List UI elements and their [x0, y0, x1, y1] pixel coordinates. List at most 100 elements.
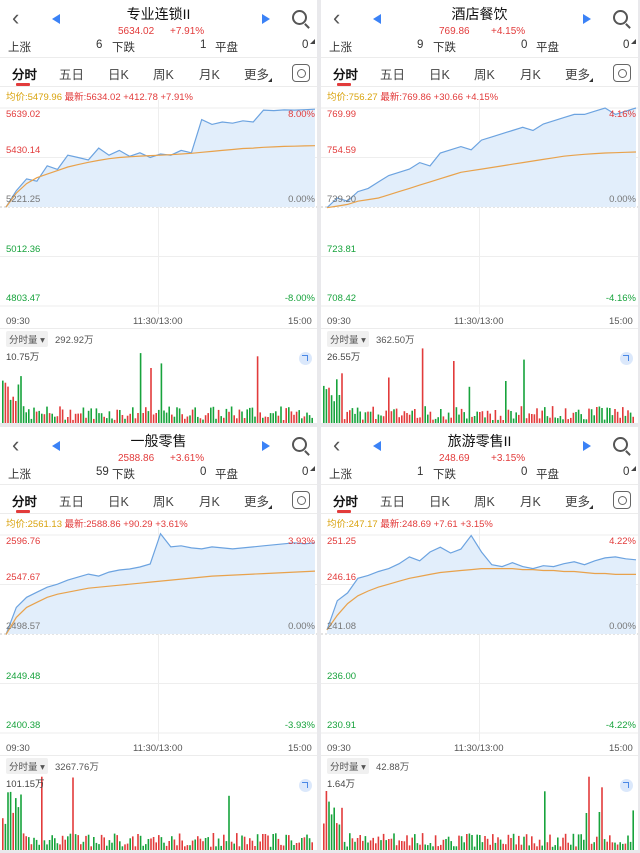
search-icon[interactable] — [613, 437, 628, 452]
volume-bar — [593, 842, 595, 850]
tab-weekly-k[interactable]: 周K — [474, 68, 495, 82]
volume-bar — [238, 846, 241, 850]
volume-bar — [349, 833, 351, 850]
tab-monthly-k[interactable]: 月K — [199, 68, 220, 82]
volume-bar — [458, 414, 460, 423]
volume-selector[interactable]: 分时量 ▾ — [6, 758, 48, 774]
tab-daily-k[interactable]: 日K — [108, 68, 129, 82]
volume-bar — [627, 835, 629, 850]
flat-label: 平盘 — [536, 469, 559, 481]
volume-bar — [562, 419, 564, 423]
y-axis-label: 708.42 — [327, 293, 357, 304]
volume-bar — [56, 416, 59, 423]
zoom-icon[interactable] — [299, 352, 312, 365]
volume-selector[interactable]: 分时量 ▾ — [327, 758, 369, 774]
volume-bar — [398, 417, 400, 423]
next-arrow-icon[interactable] — [262, 441, 270, 451]
volume-bar — [330, 395, 333, 423]
next-arrow-icon[interactable] — [583, 14, 591, 24]
price-chart[interactable] — [0, 527, 317, 741]
tab-weekly-k[interactable]: 周K — [153, 68, 174, 82]
zoom-icon[interactable] — [299, 779, 312, 792]
panel: ‹ 专业连锁II 5634.02 +7.91% 上涨 6 下跌 1 平盘 0 分… — [0, 0, 317, 423]
volume-bar — [2, 380, 4, 423]
volume-selector[interactable]: 分时量 ▾ — [327, 331, 369, 347]
volume-bar — [414, 409, 416, 423]
tab-five-day[interactable]: 五日 — [59, 495, 85, 509]
tab-intraday[interactable]: 分时 — [12, 68, 38, 82]
volume-bar — [512, 418, 515, 423]
volume-bar — [351, 408, 354, 423]
volume-bar — [197, 416, 199, 423]
volume-bar — [217, 838, 220, 850]
prev-arrow-icon[interactable] — [373, 441, 381, 451]
tab-weekly-k[interactable]: 周K — [153, 495, 174, 509]
next-arrow-icon[interactable] — [583, 441, 591, 451]
tab-weekly-k[interactable]: 周K — [474, 495, 495, 509]
volume-bar — [466, 834, 468, 850]
tab-more[interactable]: 更多 — [244, 68, 270, 82]
settings-icon[interactable] — [613, 491, 631, 509]
tab-intraday[interactable]: 分时 — [12, 495, 38, 509]
prev-arrow-icon[interactable] — [52, 14, 60, 24]
tab-five-day[interactable]: 五日 — [380, 495, 406, 509]
index-title: 酒店餐饮 — [451, 6, 508, 22]
search-icon[interactable] — [292, 10, 307, 25]
flat-count: 0 — [623, 39, 630, 51]
time-mid: 11:30/13:00 — [454, 316, 504, 327]
volume-bar — [262, 834, 264, 850]
tab-more[interactable]: 更多 — [565, 68, 591, 82]
tab-intraday[interactable]: 分时 — [333, 495, 359, 509]
settings-icon[interactable] — [292, 491, 310, 509]
y-axis-label: 2596.76 — [6, 536, 41, 547]
back-icon[interactable]: ‹ — [12, 5, 20, 30]
volume-bar — [427, 845, 429, 850]
tab-daily-k[interactable]: 日K — [108, 495, 129, 509]
volume-total: 42.88万 — [376, 762, 410, 773]
volume-bar — [61, 409, 64, 423]
search-icon[interactable] — [292, 437, 307, 452]
volume-bar — [217, 409, 220, 423]
volume-bar — [338, 824, 341, 850]
volume-bar — [359, 411, 361, 423]
volume-bar — [479, 835, 481, 850]
tab-monthly-k[interactable]: 月K — [199, 495, 220, 509]
tab-intraday[interactable]: 分时 — [333, 68, 359, 82]
price-chart[interactable] — [0, 100, 317, 314]
time-mid: 11:30/13:00 — [133, 743, 183, 754]
volume-bar — [95, 842, 98, 850]
back-icon[interactable]: ‹ — [333, 432, 341, 457]
settings-icon[interactable] — [613, 64, 631, 82]
tab-more[interactable]: 更多 — [565, 495, 591, 509]
tab-monthly-k[interactable]: 月K — [520, 68, 541, 82]
volume-bar — [165, 845, 168, 850]
volume-bar — [398, 840, 400, 850]
back-icon[interactable]: ‹ — [12, 432, 20, 457]
volume-bar — [403, 411, 406, 423]
volume-bar — [429, 843, 432, 850]
tab-five-day[interactable]: 五日 — [59, 68, 85, 82]
volume-bar — [290, 411, 293, 423]
tab-daily-k[interactable]: 日K — [429, 495, 450, 509]
zoom-icon[interactable] — [620, 352, 633, 365]
price-chart[interactable] — [321, 100, 638, 314]
search-icon[interactable] — [613, 10, 628, 25]
y-axis-label: 236.00 — [327, 670, 357, 682]
volume-bar — [41, 413, 43, 423]
back-icon[interactable]: ‹ — [333, 5, 341, 30]
volume-bar — [325, 791, 328, 850]
price-chart[interactable] — [321, 527, 638, 741]
prev-arrow-icon[interactable] — [373, 14, 381, 24]
tab-five-day[interactable]: 五日 — [380, 68, 406, 82]
tab-monthly-k[interactable]: 月K — [520, 495, 541, 509]
tab-daily-k[interactable]: 日K — [429, 68, 450, 82]
volume-bar — [87, 410, 90, 423]
volume-selector[interactable]: 分时量 ▾ — [6, 331, 48, 347]
volume-bar — [406, 413, 408, 423]
tab-more[interactable]: 更多 — [244, 495, 270, 509]
volume-bar — [338, 395, 341, 423]
settings-icon[interactable] — [292, 64, 310, 82]
next-arrow-icon[interactable] — [262, 14, 270, 24]
prev-arrow-icon[interactable] — [52, 441, 60, 451]
zoom-icon[interactable] — [620, 779, 633, 792]
